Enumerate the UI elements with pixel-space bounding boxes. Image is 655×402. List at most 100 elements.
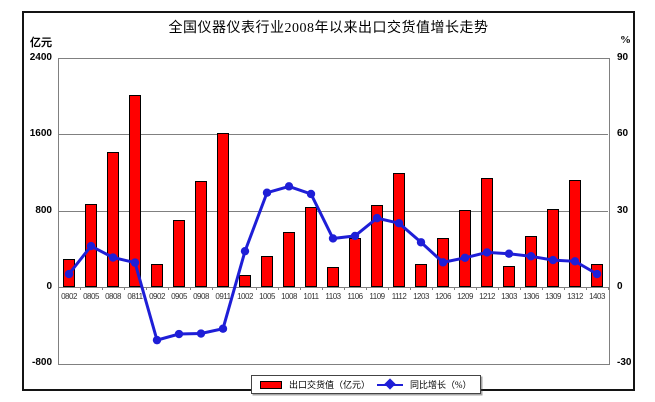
left-axis-tick: 0 [46,280,52,292]
bar-0905 [173,220,185,287]
line-marker-1011 [306,189,316,199]
bar-0808 [107,152,119,287]
line-marker-0805 [86,241,96,251]
bar-0902 [151,263,163,287]
x-axis-tick [586,286,587,290]
line-marker-1309 [548,255,558,265]
line-marker-0905 [174,329,184,339]
line-marker-1206 [438,258,448,267]
x-axis-label-1403: 1403 [589,291,605,301]
x-axis-label-1309: 1309 [545,291,561,301]
bar-1309 [547,209,559,287]
gridline [58,210,608,212]
right-axis-tick: 0 [617,280,623,292]
x-axis-tick [278,286,279,290]
x-axis-tick [146,286,147,290]
line-marker-1303 [504,249,514,258]
bar-1109 [371,205,383,287]
x-axis-tick [564,286,565,290]
line-marker-1103 [328,234,338,243]
x-axis-tick [388,286,389,290]
x-axis-tick [58,286,59,290]
x-axis-label-1303: 1303 [501,291,517,301]
x-axis-tick [190,286,191,290]
chart-title: 全国仪器仪表行业2008年以来出口交货值增长走势 [168,21,489,36]
line-marker-1112 [394,219,404,228]
left-axis-tick: 800 [35,204,52,216]
line-marker-1312 [570,257,580,266]
legend-bar-label: 出口交货值（亿元） [289,380,371,390]
x-axis-tick [454,286,455,290]
bar-0811 [129,95,141,287]
x-axis-tick [80,286,81,290]
x-axis-label-1212: 1212 [479,291,495,301]
x-axis-tick [168,286,169,290]
bar-1212 [481,178,493,287]
x-axis-label-1005: 1005 [259,291,275,301]
bar-1002 [239,275,251,287]
x-axis-label-1106: 1106 [347,291,363,301]
line-marker-0808 [108,253,118,262]
line-marker-0908 [196,329,206,338]
left-axis-tick: 2400 [29,52,52,63]
bar-1209 [459,209,471,287]
bar-1005 [261,256,273,287]
gridline [58,286,608,288]
x-axis-tick [102,286,103,290]
x-axis-tick [520,286,521,290]
left-axis-unit-label: 亿元 [30,37,52,49]
right-axis-unit-label: % [620,34,631,46]
x-axis-tick [498,286,499,290]
bar-1008 [283,231,295,287]
line-marker-1403 [592,269,602,279]
x-axis-tick [300,286,301,290]
bar-1303 [503,265,515,287]
legend-line-marker [377,378,404,390]
x-axis-tick [366,286,367,290]
x-axis-tick [256,286,257,290]
x-axis-label-1306: 1306 [523,291,539,301]
x-axis-label-1103: 1103 [325,291,341,301]
line-marker-1109 [372,213,382,223]
x-axis-tick [608,286,609,290]
bar-1103 [327,266,339,287]
bar-0911 [217,133,229,287]
x-axis-tick [322,286,323,290]
right-axis-tick: -30 [617,357,632,368]
x-axis-tick [432,286,433,290]
line-marker-1203 [416,238,426,247]
x-axis-label-0808: 0808 [105,291,121,301]
legend-bar-swatch [260,380,282,389]
x-axis-tick [212,286,213,290]
line-marker-1306 [526,252,536,261]
right-axis-tick: 90 [617,52,629,63]
x-axis-tick [124,286,125,290]
x-axis-label-1008: 1008 [281,291,297,301]
line-marker-1002 [240,246,250,256]
line-marker-1209 [460,253,470,262]
legend: 出口交货值（亿元） 同比增长（%） [251,375,481,394]
x-axis-label-1002: 1002 [237,291,253,301]
x-axis-label-1203: 1203 [413,291,429,301]
x-axis-label-0802: 0802 [61,291,77,301]
line-marker-0902 [152,335,162,345]
line-series-layer [64,182,602,345]
bar-1112 [393,173,405,287]
growth-line [67,184,598,342]
x-axis-label-0902: 0902 [149,291,165,301]
x-axis-tick [542,286,543,290]
x-axis-tick [344,286,345,290]
legend-line-label: 同比增长（%） [410,380,472,390]
bar-1306 [525,236,537,287]
right-axis-tick: 60 [617,128,629,140]
bar-0908 [195,180,207,287]
x-axis-tick [476,286,477,290]
x-axis-label-1206: 1206 [435,291,451,301]
bar-1203 [415,263,427,287]
line-marker-1005 [262,188,272,197]
x-axis-label-1011: 1011 [303,291,319,301]
x-axis-label-0811: 0811 [127,291,143,301]
x-axis-label-0905: 0905 [171,291,187,301]
left-axis-tick: 1600 [29,128,52,140]
left-axis-tick: -800 [31,357,52,368]
